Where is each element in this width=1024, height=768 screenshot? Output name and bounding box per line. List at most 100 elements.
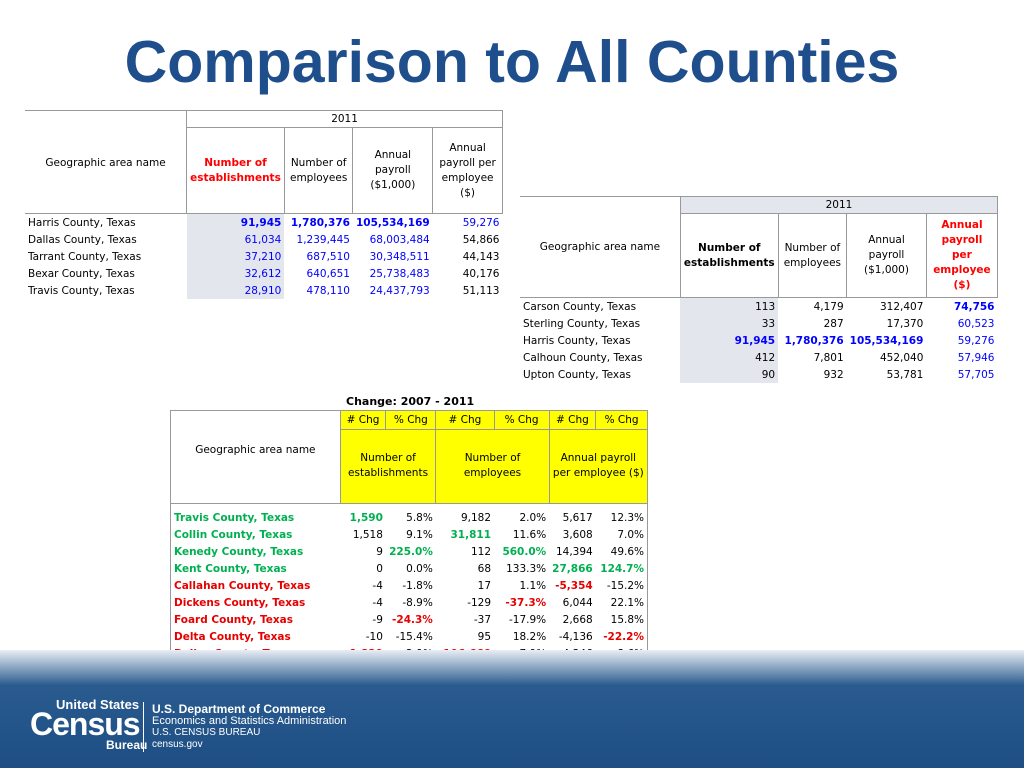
page-title: Comparison to All Counties [124,29,900,95]
county-name: Dallas County, Texas [28,233,137,246]
employees-value: 1,780,376 [784,334,844,347]
change-value: -4 [372,580,383,592]
table-row: Collin County, Texas 1,518 9.1% 31,811 1… [170,526,648,544]
table-row: Kent County, Texas 0 0.0% 68 133.3% 27,8… [170,560,648,578]
logo-main-text: Census [30,706,141,742]
change-value: 0 [376,563,383,575]
change-value: -15.4% [395,631,433,643]
change-value: 2.0% [519,512,547,524]
geo-header: Geographic area name [25,110,187,214]
change-value: 12.3% [595,509,648,527]
year-header: 2011 [679,196,999,214]
table-row: Carson County, Texas 113 4,179 312,407 7… [520,297,998,315]
county-name: Bexar County, Texas [28,267,135,280]
change-value: -24.3% [392,614,433,626]
change-value: -8.9% [402,597,433,609]
change-value: 225.0% [389,546,433,558]
payroll-value: 24,437,793 [369,284,430,297]
table-row: Travis County, Texas 28,910 478,110 24,4… [25,282,503,299]
change-value: -22.2% [595,628,648,646]
county-name: Sterling County, Texas [523,317,641,330]
col-header-establishments: Number of establishments [186,127,285,214]
change-value: 5.8% [406,512,433,524]
logo-top-text: United States [56,697,140,712]
dept-line-1: U.S. Department of Commerce [152,702,326,716]
geo-header: Geographic area name [520,196,681,298]
subheader-emp-num-chg: # Chg [435,410,495,430]
table-row: Sterling County, Texas 33 287 17,370 60,… [520,315,998,332]
establishments-value: 32,612 [186,265,285,282]
change-value: 6,044 [562,597,593,609]
establishments-value: 37,210 [186,248,285,265]
county-name: Carson County, Texas [523,300,637,313]
change-value: 9 [376,546,383,558]
change-value: 3,608 [562,529,593,541]
payroll-per-employee-value: 40,176 [462,267,500,280]
change-value: 1,590 [349,512,383,524]
change-value: 17 [477,580,492,592]
change-value: 124.7% [595,560,648,578]
table-row: Calhoun County, Texas 412 7,801 452,040 … [520,349,998,366]
change-table: Geographic area name # Chg % Chg # Chg %… [170,410,649,664]
payroll-value: 25,738,483 [369,267,430,280]
col-header-payroll-per-employee: Annual payroll per employee ($) [432,127,503,214]
employees-value: 478,110 [306,284,350,297]
establishments-value: 28,910 [186,282,285,299]
subheader-pay-pct-chg: % Chg [595,410,648,430]
payroll-value: 312,407 [879,300,924,313]
payroll-value: 105,534,169 [352,213,433,231]
employees-value: 287 [823,317,844,330]
change-value: 27,866 [552,563,593,575]
county-name: Tarrant County, Texas [28,250,142,263]
payroll-value: 68,003,484 [369,233,430,246]
change-value: 9,182 [460,512,492,524]
change-table-caption: Change: 2007 - 2011 [346,395,475,408]
change-value: -5,354 [555,580,593,592]
change-value: 2,668 [562,614,593,626]
county-name: Harris County, Texas [523,334,631,347]
payroll-value: 30,348,511 [369,250,430,263]
employees-value: 1,239,445 [296,233,350,246]
change-value: 22.1% [595,594,648,612]
employees-value: 7,801 [813,351,844,364]
table-row: Travis County, Texas 1,590 5.8% 9,182 2.… [170,509,648,527]
top-payroll-per-employee-table: Geographic area name 2011 Number of esta… [520,196,999,383]
change-value: -4,136 [558,631,593,643]
footer-divider [143,702,144,752]
subheader-est-num-chg: # Chg [339,410,387,430]
county-name: Callahan County, Texas [170,577,341,595]
county-name: Kenedy County, Texas [170,543,341,561]
payroll-per-employee-value: 51,113 [462,284,500,297]
change-value: -17.9% [509,614,547,626]
table-row: Harris County, Texas 91,945 1,780,376 10… [520,332,998,349]
table-row: Harris County, Texas 91,945 1,780,376 10… [25,213,503,231]
payroll-value: 17,370 [886,317,924,330]
change-value: 7.0% [595,526,648,544]
col-header-payroll: Annual payroll ($1,000) [352,127,434,214]
table-row: Dickens County, Texas -4 -8.9% -129 -37.… [170,594,648,612]
employees-value: 4,179 [813,300,844,313]
county-name: Travis County, Texas [28,284,135,297]
change-value: 133.3% [506,563,547,575]
establishments-value: 113 [680,297,779,315]
footer-band: United States Census Bureau U.S. Departm… [0,650,1024,768]
change-value: 14,394 [555,546,593,558]
col-header-payroll-per-employee: Annual payroll per employee ($) [925,213,999,298]
change-value: 68 [477,563,492,575]
top-counties-table: Geographic area name 2011 Number of esta… [25,110,503,299]
change-value: 1.1% [519,580,547,592]
county-name: Kent County, Texas [170,560,341,578]
payroll-per-employee-value: 60,523 [957,317,995,330]
establishments-value: 61,034 [186,231,285,248]
dept-line-2: Economics and Statistics Administration [152,715,347,727]
establishments-value: 91,945 [680,332,779,349]
subheader-emp-pct-chg: % Chg [493,410,550,430]
payroll-value: 452,040 [879,351,924,364]
change-value: 112 [470,546,492,558]
census-url[interactable]: census.gov [152,739,203,750]
table-row: Bexar County, Texas 32,612 640,651 25,73… [25,265,503,282]
change-value: -9 [372,614,383,626]
payroll-value: 105,534,169 [849,334,924,347]
change-value: -10 [365,631,383,643]
change-value: 1,518 [352,529,383,541]
